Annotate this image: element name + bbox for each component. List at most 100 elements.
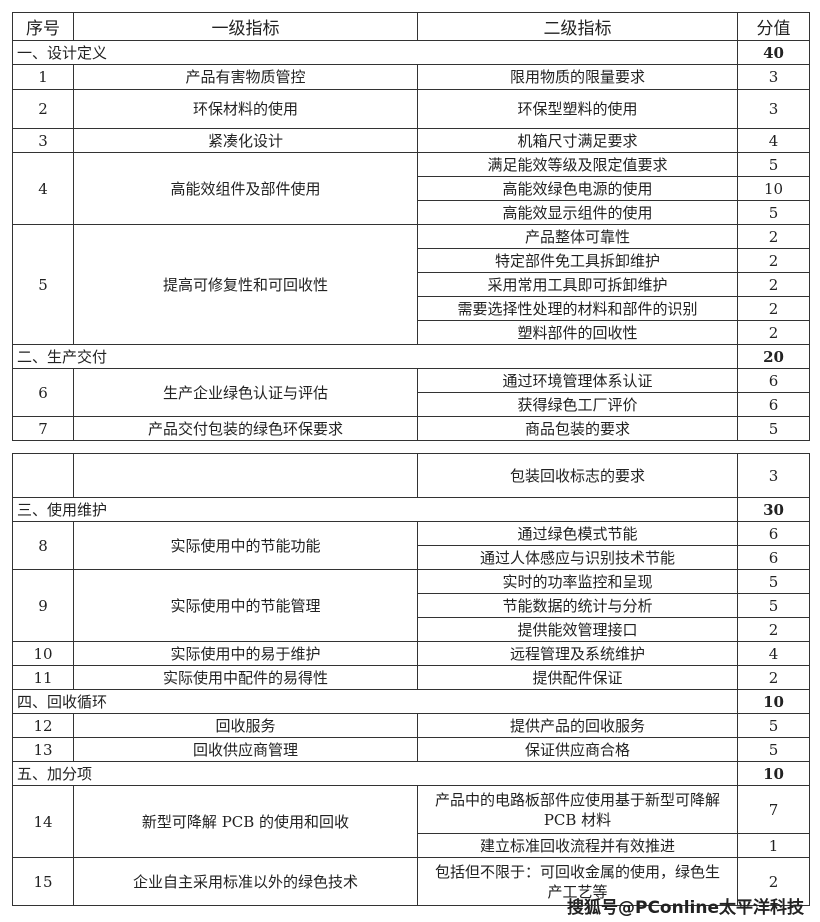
score-cell: 3 [737,453,810,498]
table-row: 7 产品交付包装的绿色环保要求 商品包装的要求 5 [12,416,810,441]
score-cell: 5 [737,593,810,618]
level2-cell: 需要选择性处理的材料和部件的识别 [417,296,738,321]
score-cell: 2 [737,857,810,906]
score-cell: 10 [737,176,810,201]
level2-cell: 满足能效等级及限定值要求 [417,152,738,177]
section-score: 10 [737,689,810,714]
score-cell: 2 [737,272,810,297]
score-cell: 5 [737,737,810,762]
level2-cell: 环保型塑料的使用 [417,89,738,129]
row-no: 7 [12,416,74,441]
table-row: 包装回收标志的要求 3 [12,453,810,498]
row-no: 3 [12,128,74,153]
row-no: 12 [12,713,74,738]
level1-cell: 提高可修复性和可回收性 [73,224,418,345]
table-row: 采用常用工具即可拆卸维护 2 [13,272,810,297]
table-row: 11 实际使用中配件的易得性 提供配件保证 2 [12,665,810,690]
score-cell: 6 [737,368,810,393]
table-row: 特定部件免工具拆卸维护 2 [13,248,810,273]
row-no: 11 [12,665,74,690]
level1-cell: 实际使用中的节能管理 [73,569,418,642]
level2-cell: 包装回收标志的要求 [417,453,738,498]
source-watermark: 搜狐号@PConline太平洋科技 [566,898,804,918]
score-cell: 7 [737,785,810,834]
level2-cell: 提供配件保证 [417,665,738,690]
level1-cell: 产品有害物质管控 [73,64,418,90]
header-level1: 一级指标 [73,12,418,41]
level2-cell: 提供产品的回收服务 [417,713,738,738]
level1-cell: 企业自主采用标准以外的绿色技术 [73,857,418,906]
level2-cell: 获得绿色工厂评价 [417,392,738,417]
indicator-table-part2: 包装回收标志的要求 3 三、使用维护 30 8 实际使用中的节能功能 通过绿色模式节能 6… [12,453,810,906]
row-no: 9 [12,569,74,642]
section-title: 四、回收循环 [12,689,738,714]
section-title: 五、加分项 [12,761,738,786]
score-cell: 2 [737,224,810,249]
level2-cell: 远程管理及系统维护 [417,641,738,666]
section-row: 五、加分项 10 [12,761,810,786]
row-no: 1 [12,64,74,90]
section-title: 二、生产交付 [12,344,738,369]
table-row: 6 生产企业绿色认证与评估 通过环境管理体系认证 6 [12,368,810,417]
section-title: 一、设计定义 [12,40,738,65]
score-cell: 2 [737,296,810,321]
table-row: 10 实际使用中的易于维护 远程管理及系统维护 4 [12,641,810,666]
section-score: 10 [737,761,810,786]
level2-cell: 保证供应商合格 [417,737,738,762]
score-cell: 6 [737,521,810,546]
score-cell: 2 [737,617,810,642]
indicator-table-part1: 序号 一级指标 二级指标 分值 一、设计定义 40 1 产品有害物质管控 限用物质的限… [12,12,810,441]
row-no: 13 [12,737,74,762]
level2-cell: 产品整体可靠性 [417,224,738,249]
table-row: 2 环保材料的使用 环保型塑料的使用 3 [12,89,810,129]
level2-cell: 高能效绿色电源的使用 [417,176,738,201]
level2-cell: 高能效显示组件的使用 [417,200,738,225]
level1-cell: 产品交付包装的绿色环保要求 [73,416,418,441]
level1-cell [73,453,418,498]
table-row: 5 提高可修复性和可回收性 产品整体可靠性 2 [12,224,810,345]
level2-cell: 通过人体感应与识别技术节能 [417,545,738,570]
table-row: 塑料部件的回收性 2 [13,320,810,345]
table-row: 12 回收服务 提供产品的回收服务 5 [12,713,810,738]
section-score: 30 [737,497,810,522]
table-row: 15 企业自主采用标准以外的绿色技术 包括但不限于：可回收金属的使用，绿色生产工艺等… [12,857,810,906]
row-no: 10 [12,641,74,666]
section-score: 20 [737,344,810,369]
score-cell: 5 [737,416,810,441]
row-no: 2 [12,89,74,129]
level2-cell: 采用常用工具即可拆卸维护 [417,272,738,297]
row-no [12,453,74,498]
row-no: 6 [12,368,74,417]
level2-cell: 通过绿色模式节能 [417,521,738,546]
level2-cell: 特定部件免工具拆卸维护 [417,248,738,273]
header-no: 序号 [12,12,74,41]
section-row: 三、使用维护 30 [12,497,810,522]
level2-cell: 建立标准回收流程并有效推进 [417,833,738,858]
level1-cell: 高能效组件及部件使用 [73,152,418,225]
level2-cell: 实时的功率监控和呈现 [417,569,738,594]
section-row: 一、设计定义 40 [12,40,810,65]
section-row: 四、回收循环 10 [12,689,810,714]
level2-cell: 限用物质的限量要求 [417,64,738,90]
table-row: 高能效绿色电源的使用 10 [13,176,810,201]
level2-cell: 商品包装的要求 [417,416,738,441]
level1-cell: 实际使用中的易于维护 [73,641,418,666]
row-no: 5 [12,224,74,345]
level1-cell: 紧凑化设计 [73,128,418,153]
header-row: 序号 一级指标 二级指标 分值 [12,12,810,41]
level2-cell: 塑料部件的回收性 [417,320,738,345]
score-cell: 1 [737,833,810,858]
level2-cell: 包括但不限于：可回收金属的使用，绿色生产工艺等 [417,857,738,906]
level1-cell: 新型可降解 PCB 的使用和回收 [73,785,418,858]
section-title: 三、使用维护 [12,497,738,522]
table-row: 获得绿色工厂评价 6 [13,392,810,417]
score-cell: 4 [737,128,810,153]
score-cell: 6 [737,392,810,417]
level2-cell: 产品中的电路板部件应使用基于新型可降解 PCB 材料 [417,785,738,834]
row-no: 4 [12,152,74,225]
level1-cell: 实际使用中配件的易得性 [73,665,418,690]
level1-cell: 实际使用中的节能功能 [73,521,418,570]
table-row: 1 产品有害物质管控 限用物质的限量要求 3 [12,64,810,90]
table-row: 3 紧凑化设计 机箱尺寸满足要求 4 [12,128,810,153]
table-row: 13 回收供应商管理 保证供应商合格 5 [12,737,810,762]
